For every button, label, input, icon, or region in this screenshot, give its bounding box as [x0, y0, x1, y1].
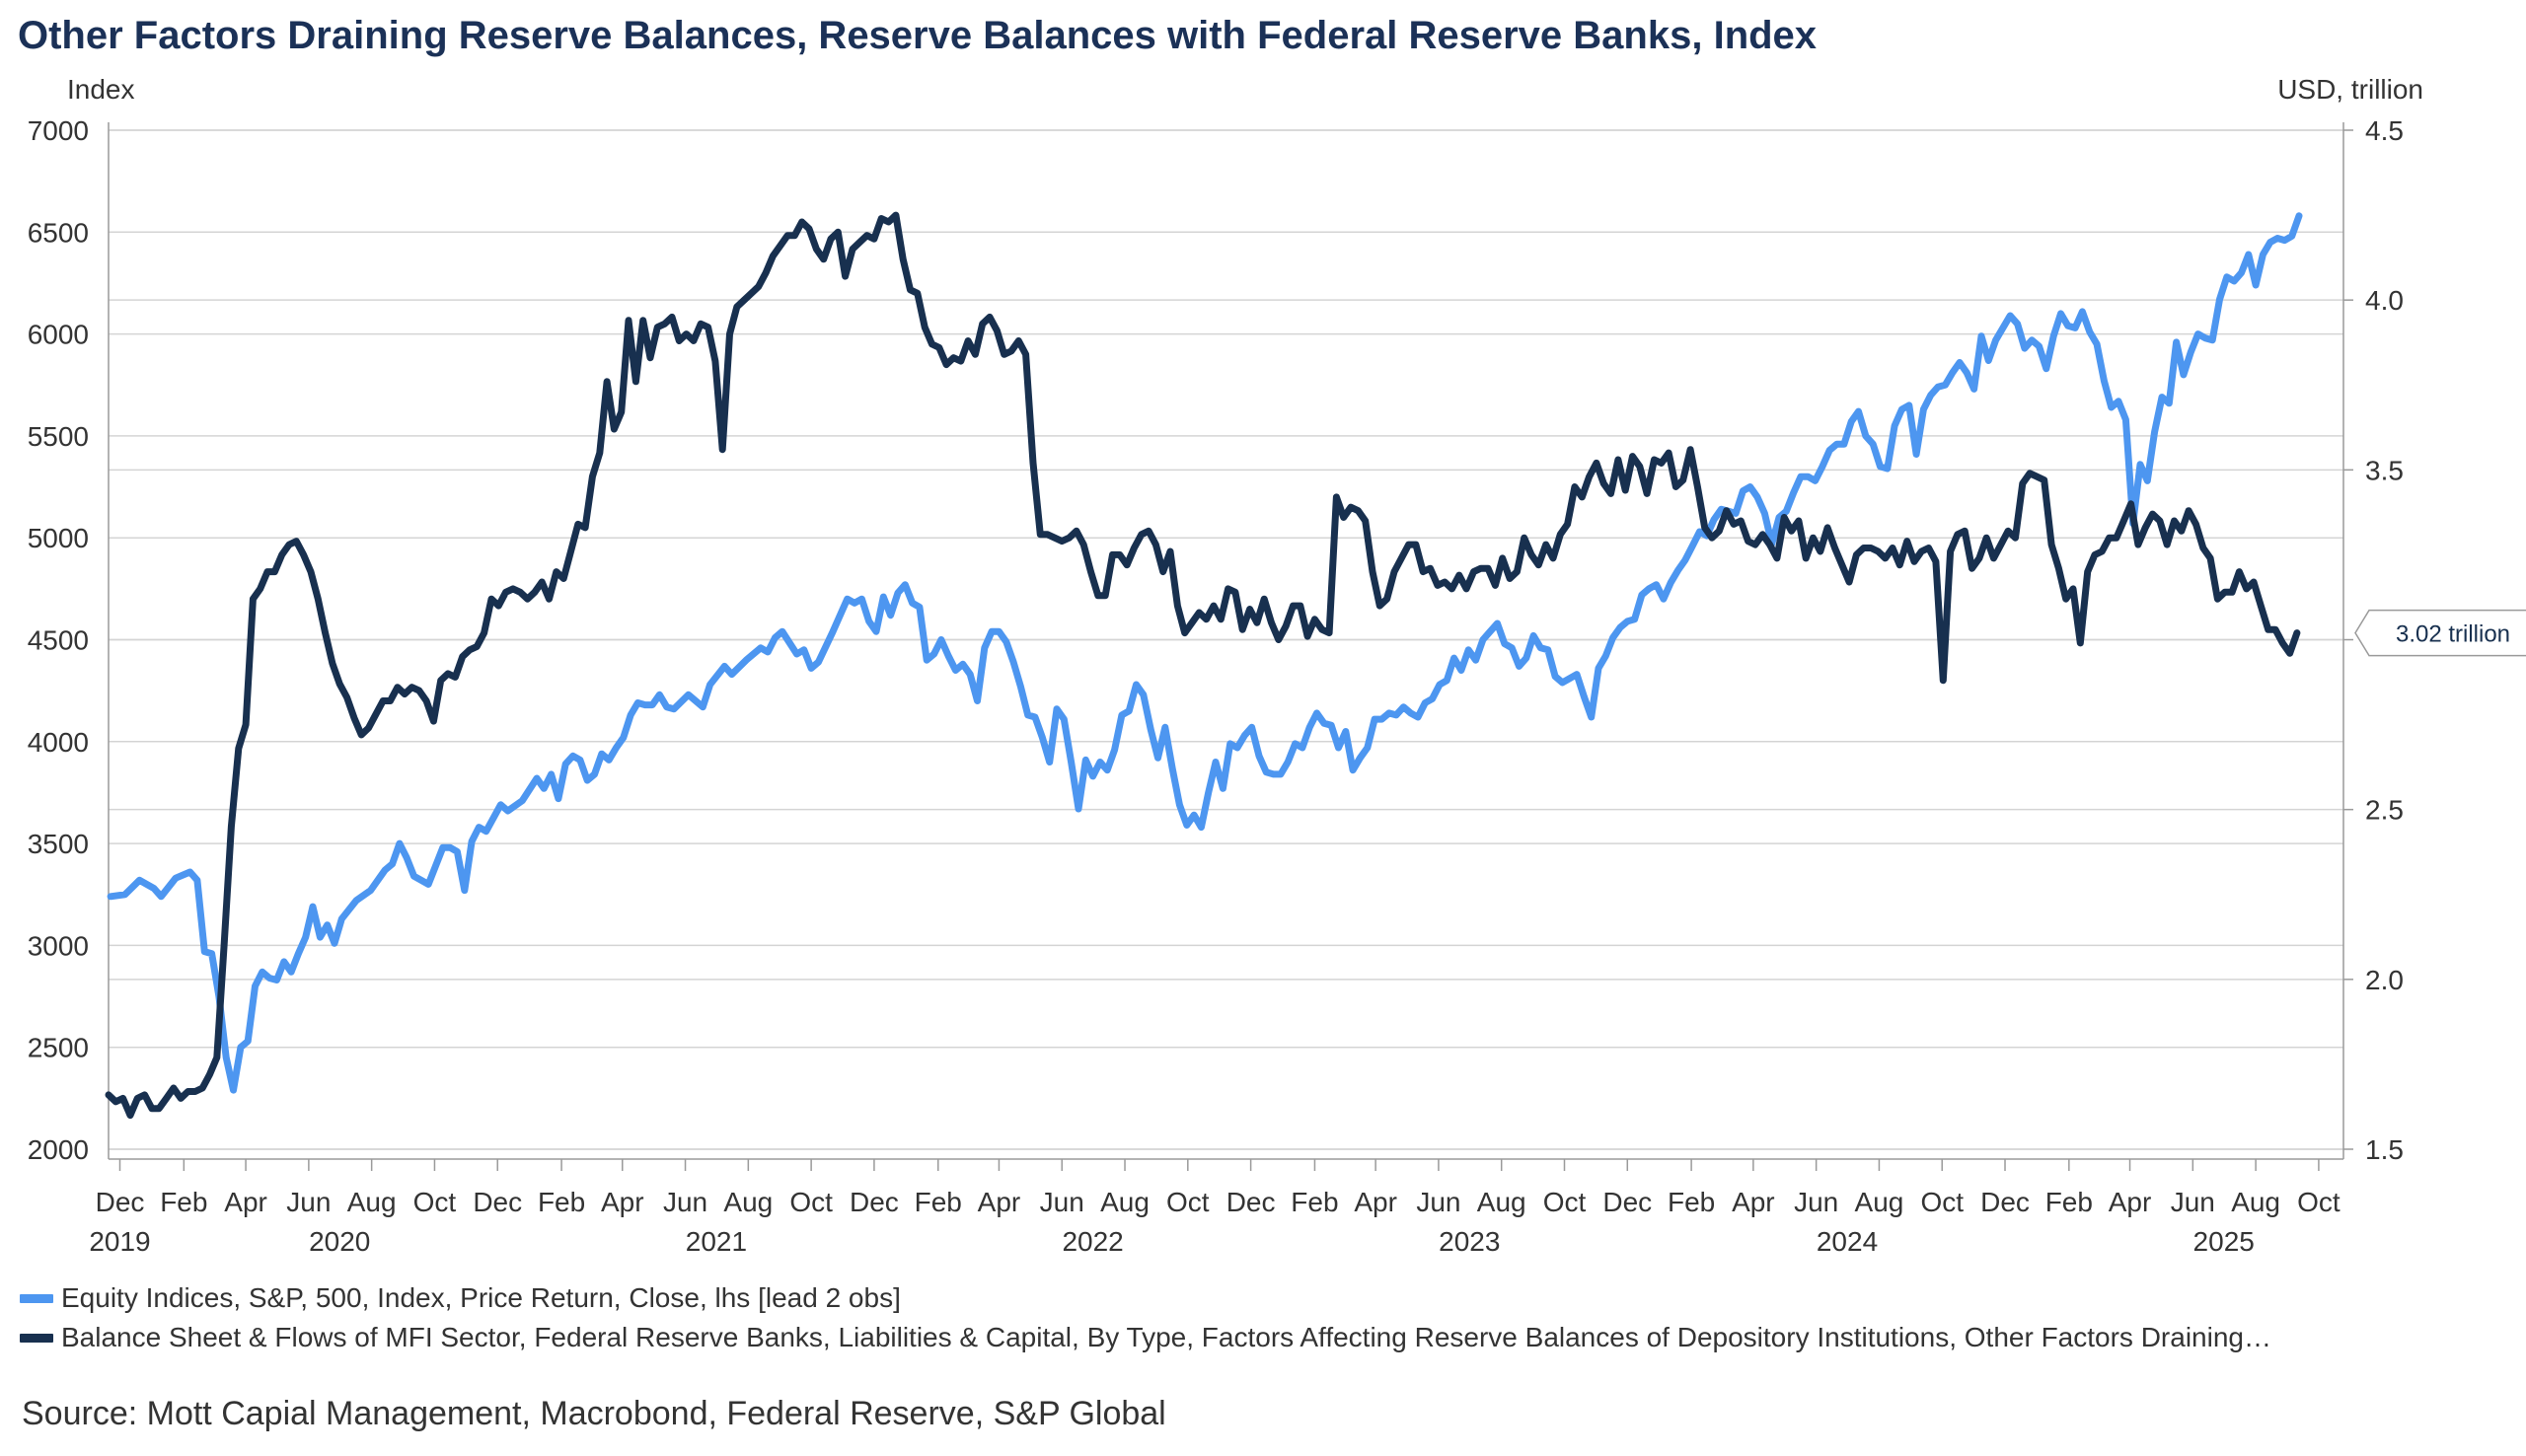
x-month-label: Aug — [723, 1187, 773, 1217]
chart-title: Other Factors Draining Reserve Balances,… — [18, 14, 1818, 57]
left-tick-label: 6500 — [28, 217, 89, 248]
legend-label-balance: Balance Sheet & Flows of MFI Sector, Fed… — [61, 1322, 2271, 1352]
left-tick-label: 4000 — [28, 727, 89, 758]
x-month-label: Jun — [286, 1187, 331, 1217]
x-year-label: 2021 — [686, 1226, 747, 1257]
x-month-label: Feb — [160, 1187, 207, 1217]
right-tick-label: 4.5 — [2365, 115, 2404, 146]
x-month-label: Apr — [601, 1187, 644, 1217]
x-month-label: Oct — [2297, 1187, 2340, 1217]
x-month-label: Feb — [1668, 1187, 1715, 1217]
left-tick-label: 5500 — [28, 421, 89, 452]
end-label-group: 3.02 trillion — [2354, 609, 2526, 657]
x-month-label: Apr — [978, 1187, 1021, 1217]
x-month-label: Oct — [1543, 1187, 1587, 1217]
x-month-label: Aug — [347, 1187, 397, 1217]
legend-swatch-equity — [20, 1293, 53, 1303]
right-tick-label: 1.5 — [2365, 1134, 2404, 1165]
legend-item-equity[interactable]: Equity Indices, S&P, 500, Index, Price R… — [20, 1278, 2271, 1318]
x-month-label: Dec — [1980, 1187, 2030, 1217]
x-month-label: Feb — [538, 1187, 585, 1217]
right-tick-label: 3.5 — [2365, 455, 2404, 485]
x-month-label: Feb — [2045, 1187, 2093, 1217]
x-month-label: Jun — [1040, 1187, 1084, 1217]
right-axis-title: USD, trillion — [2277, 74, 2423, 105]
x-month-label: Oct — [1920, 1187, 1964, 1217]
grid-lines — [109, 129, 2343, 1150]
left-tick-label: 2000 — [28, 1134, 89, 1165]
right-tick-label: 2.0 — [2365, 965, 2404, 995]
source-note: Source: Mott Capial Management, Macrobon… — [22, 1395, 1166, 1432]
left-tick-label: 6000 — [28, 320, 89, 350]
end-label-box — [2354, 609, 2526, 657]
x-month-label: Dec — [1226, 1187, 1276, 1217]
left-tick-label: 7000 — [28, 115, 89, 146]
x-month-label: Dec — [473, 1187, 522, 1217]
x-month-label: Oct — [413, 1187, 457, 1217]
x-month-label: Apr — [224, 1187, 267, 1217]
x-month-label: Feb — [1291, 1187, 1338, 1217]
x-month-label: Apr — [1354, 1187, 1397, 1217]
x-month-label: Dec — [1602, 1187, 1652, 1217]
axes: 2000 2500 3000 3500 4000 4500 5000 5500 6000 6500… — [28, 115, 2404, 1165]
legend-item-balance[interactable]: Balance Sheet & Flows of MFI Sector, Fed… — [20, 1318, 2271, 1357]
x-year-label: 2022 — [1062, 1226, 1123, 1257]
x-year-label: 2020 — [309, 1226, 370, 1257]
left-tick-label: 2500 — [28, 1033, 89, 1063]
x-month-label: Jun — [1794, 1187, 1838, 1217]
left-axis-title: Index — [67, 74, 135, 105]
left-tick-label: 3000 — [28, 930, 89, 961]
x-month-label: Dec — [850, 1187, 899, 1217]
x-month-label: Jun — [663, 1187, 707, 1217]
equity-series-line — [107, 212, 2303, 1094]
x-month-label: Oct — [1166, 1187, 1210, 1217]
end-label-text: 3.02 trillion — [2396, 621, 2510, 648]
x-month-label: Jun — [2171, 1187, 2215, 1217]
x-year-label: 2019 — [89, 1226, 150, 1257]
x-month-label: Apr — [1732, 1187, 1775, 1217]
x-month-label: Aug — [1100, 1187, 1150, 1217]
left-tick-label: 4500 — [28, 625, 89, 656]
x-axis: Dec Feb Apr Jun Aug Oct Dec Feb Apr Jun Aug Oct Dec F… — [89, 1159, 2340, 1257]
series-lines — [105, 211, 2303, 1120]
legend-label-equity: Equity Indices, S&P, 500, Index, Price R… — [61, 1282, 901, 1313]
x-month-label: Jun — [1416, 1187, 1460, 1217]
x-year-label: 2023 — [1439, 1226, 1500, 1257]
x-month-label: Feb — [915, 1187, 962, 1217]
x-month-label: Aug — [2231, 1187, 2280, 1217]
x-month-label: Apr — [2109, 1187, 2152, 1217]
x-month-label: Oct — [789, 1187, 833, 1217]
right-tick-label: 2.5 — [2365, 795, 2404, 826]
left-tick-label: 3500 — [28, 829, 89, 859]
right-tick-label: 4.0 — [2365, 285, 2404, 316]
x-year-label: 2024 — [1817, 1226, 1878, 1257]
x-month-label: Aug — [1477, 1187, 1526, 1217]
legend-swatch-balance — [20, 1333, 53, 1343]
left-tick-label: 5000 — [28, 523, 89, 553]
legend: Equity Indices, S&P, 500, Index, Price R… — [20, 1278, 2271, 1357]
balance-series-line — [105, 211, 2301, 1120]
chart-area: 2000 2500 3000 3500 4000 4500 5000 5500 6000 6500… — [28, 74, 2526, 1257]
x-year-label: 2025 — [2193, 1226, 2255, 1257]
x-month-label: Aug — [1855, 1187, 1904, 1217]
x-month-label: Dec — [96, 1187, 145, 1217]
